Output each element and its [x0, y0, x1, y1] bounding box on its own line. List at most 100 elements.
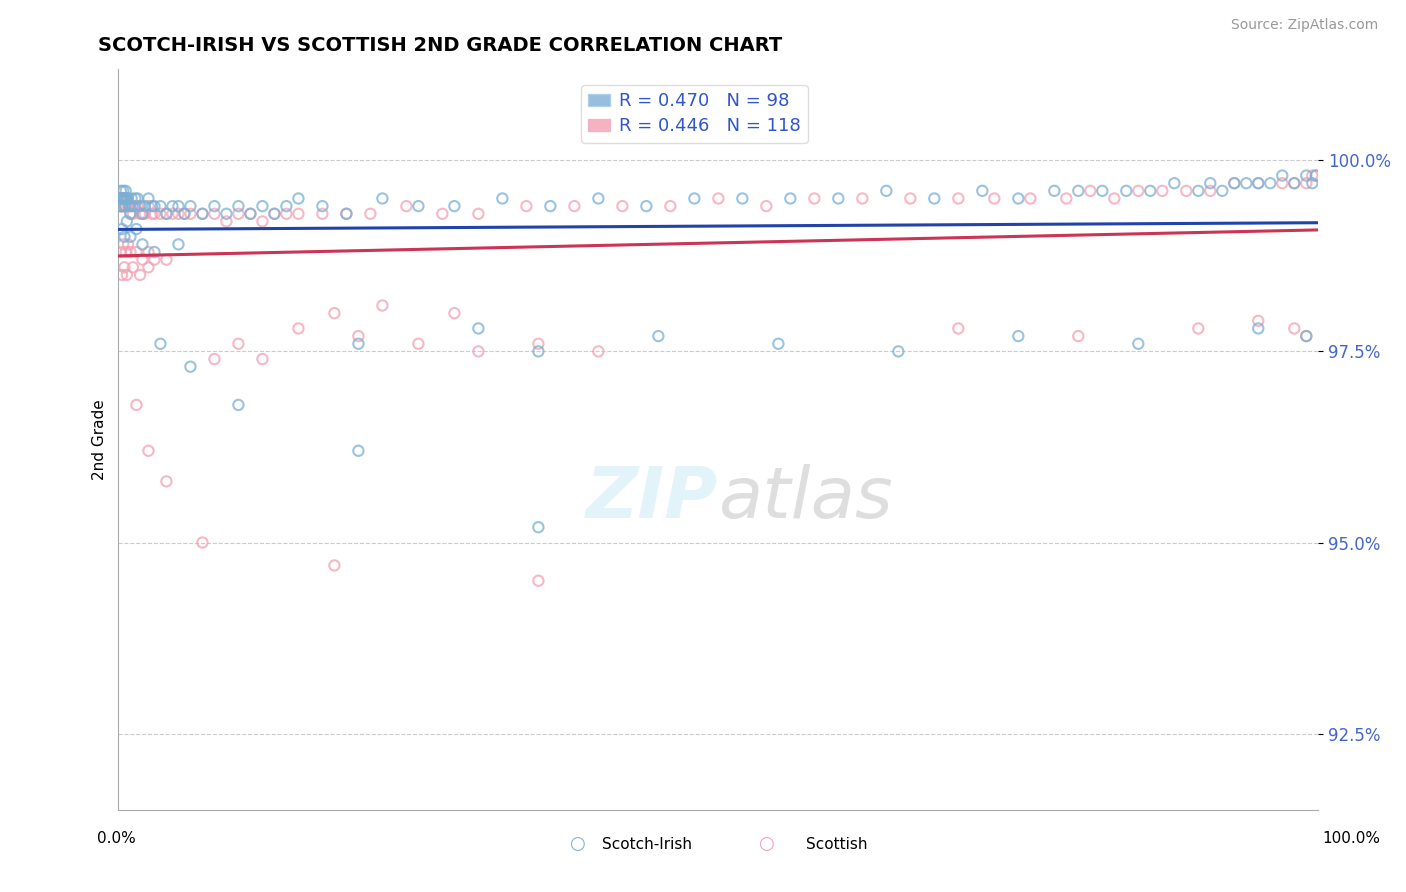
Point	[121, 199, 143, 213]
Point	[114, 229, 136, 244]
Point	[659, 199, 682, 213]
Point	[755, 199, 778, 213]
Point	[1175, 184, 1198, 198]
Point	[134, 199, 156, 213]
Text: 0.0%: 0.0%	[97, 831, 136, 846]
Point	[134, 207, 156, 221]
Point	[443, 306, 465, 320]
Point	[110, 184, 132, 198]
Point	[1211, 184, 1233, 198]
Point	[143, 207, 166, 221]
Point	[287, 321, 309, 335]
Point	[124, 192, 146, 206]
Point	[323, 306, 346, 320]
Point	[138, 199, 160, 213]
Point	[1305, 169, 1327, 183]
Point	[149, 199, 172, 213]
Point	[408, 199, 430, 213]
Point	[108, 192, 131, 206]
Point	[115, 192, 138, 206]
Point	[588, 344, 610, 359]
Text: Scotch-Irish: Scotch-Irish	[602, 838, 692, 852]
Point	[1007, 192, 1029, 206]
Point	[1054, 192, 1077, 206]
Point	[131, 207, 153, 221]
Point	[311, 199, 333, 213]
Point	[311, 207, 333, 221]
Point	[191, 207, 214, 221]
Point	[1152, 184, 1174, 198]
Point	[112, 199, 135, 213]
Point	[129, 207, 152, 221]
Point	[112, 237, 135, 252]
Point	[443, 199, 465, 213]
Point	[1007, 329, 1029, 343]
Point	[155, 207, 177, 221]
Point	[143, 245, 166, 260]
Point	[287, 192, 309, 206]
Text: ZIP: ZIP	[586, 464, 718, 533]
Point	[803, 192, 825, 206]
Legend: R = 0.470   N = 98, R = 0.446   N = 118: R = 0.470 N = 98, R = 0.446 N = 118	[581, 85, 808, 143]
Point	[1305, 169, 1327, 183]
Point	[129, 268, 152, 282]
Point	[527, 344, 550, 359]
Text: Scottish: Scottish	[806, 838, 868, 852]
Point	[173, 207, 195, 221]
Point	[252, 352, 274, 367]
Point	[263, 207, 285, 221]
Point	[1247, 321, 1270, 335]
Point	[112, 184, 135, 198]
Point	[491, 192, 513, 206]
Point	[827, 192, 849, 206]
Point	[112, 192, 135, 206]
Point	[215, 214, 238, 228]
Point	[612, 199, 634, 213]
Point	[149, 207, 172, 221]
Point	[335, 207, 357, 221]
Point	[228, 199, 250, 213]
Point	[467, 321, 489, 335]
Point	[1104, 192, 1126, 206]
Point	[1067, 184, 1090, 198]
Point	[1043, 184, 1066, 198]
Point	[1199, 176, 1222, 190]
Point	[167, 199, 190, 213]
Point	[143, 252, 166, 267]
Point	[1301, 169, 1323, 183]
Point	[239, 207, 262, 221]
Point	[1247, 314, 1270, 328]
Point	[162, 207, 184, 221]
Y-axis label: 2nd Grade: 2nd Grade	[93, 399, 107, 480]
Point	[120, 207, 142, 221]
Point	[347, 443, 370, 458]
Point	[1091, 184, 1114, 198]
Point	[1115, 184, 1137, 198]
Point	[117, 199, 139, 213]
Point	[149, 336, 172, 351]
Point	[707, 192, 730, 206]
Point	[335, 207, 357, 221]
Point	[323, 558, 346, 573]
Point	[851, 192, 873, 206]
Point	[1301, 176, 1323, 190]
Point	[114, 260, 136, 275]
Point	[115, 214, 138, 228]
Point	[1284, 321, 1306, 335]
Point	[647, 329, 669, 343]
Point	[371, 192, 394, 206]
Point	[527, 574, 550, 588]
Point	[110, 192, 132, 206]
Point	[1223, 176, 1246, 190]
Point	[588, 192, 610, 206]
Point	[173, 207, 195, 221]
Point	[115, 199, 138, 213]
Point	[179, 207, 201, 221]
Point	[111, 192, 134, 206]
Point	[115, 192, 138, 206]
Point	[252, 199, 274, 213]
Point	[395, 199, 418, 213]
Point	[408, 336, 430, 351]
Point	[131, 237, 153, 252]
Point	[1247, 176, 1270, 190]
